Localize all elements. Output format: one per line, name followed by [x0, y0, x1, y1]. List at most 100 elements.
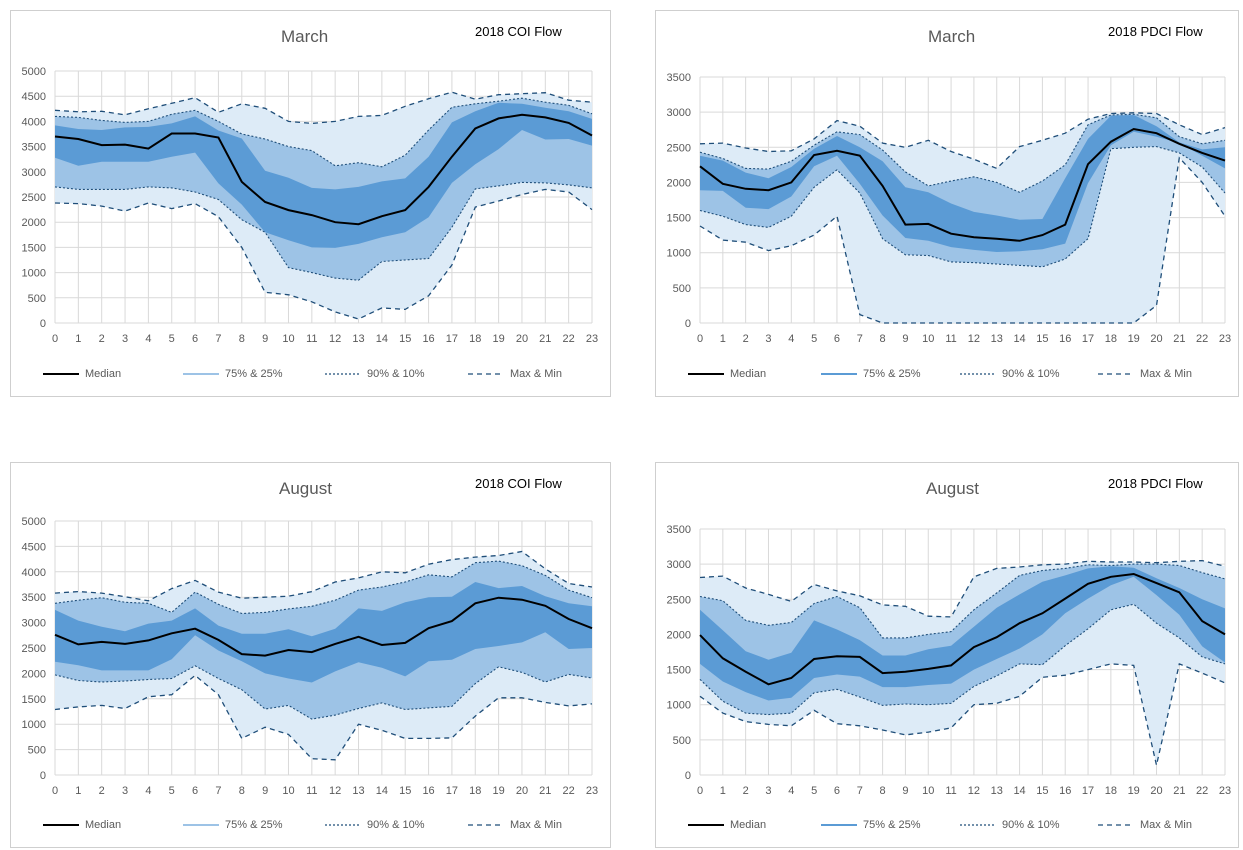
x-tick-label: 19 [1128, 785, 1140, 797]
y-tick-label: 0 [685, 318, 691, 330]
x-tick-label: 14 [376, 333, 388, 345]
x-tick-label: 6 [192, 333, 198, 345]
x-tick-label: 10 [282, 333, 294, 345]
y-tick-label: 3500 [667, 524, 691, 536]
y-tick-label: 2500 [22, 643, 46, 655]
x-tick-label: 15 [399, 785, 411, 797]
series-min-line [54, 674, 593, 761]
x-tick-label: 16 [422, 333, 434, 345]
y-tick-label: 3000 [667, 559, 691, 571]
x-tick-label: 2 [99, 333, 105, 345]
legend-deciles-label: 90% & 10% [367, 368, 425, 380]
y-tick-label: 500 [673, 283, 691, 295]
x-tick-label: 3 [765, 785, 771, 797]
x-tick-label: 15 [1036, 785, 1048, 797]
x-tick-label: 8 [239, 333, 245, 345]
chart-legend: Median 75% & 25% 90% & 10% Max & Min [11, 368, 610, 384]
legend-extremes-swatch [468, 373, 504, 375]
x-tick-label: 21 [539, 333, 551, 345]
x-tick-label: 10 [282, 785, 294, 797]
x-tick-label: 3 [122, 333, 128, 345]
y-tick-label: 2500 [22, 192, 46, 204]
x-tick-label: 19 [1128, 333, 1140, 345]
x-tick-label: 17 [446, 333, 458, 345]
x-tick-label: 14 [1013, 333, 1025, 345]
y-tick-label: 3500 [22, 592, 46, 604]
x-tick-label: 8 [239, 785, 245, 797]
x-tick-label: 2 [99, 785, 105, 797]
chart-subtitle: 2018 PDCI Flow [1108, 476, 1203, 491]
y-tick-label: 2000 [22, 217, 46, 229]
x-tick-label: 8 [880, 785, 886, 797]
x-tick-label: 14 [1013, 785, 1025, 797]
x-tick-label: 9 [902, 785, 908, 797]
legend-deciles-swatch [325, 824, 361, 826]
y-tick-label: 3000 [22, 618, 46, 630]
x-tick-label: 15 [1036, 333, 1048, 345]
x-tick-label: 6 [834, 333, 840, 345]
x-tick-label: 5 [811, 785, 817, 797]
series-min-line [699, 663, 1226, 766]
x-tick-label: 5 [169, 785, 175, 797]
x-tick-label: 10 [922, 333, 934, 345]
x-tick-label: 15 [399, 333, 411, 345]
y-tick-label: 1000 [22, 268, 46, 280]
x-tick-label: 7 [215, 785, 221, 797]
x-tick-label: 6 [192, 785, 198, 797]
x-tick-label: 4 [145, 785, 151, 797]
x-tick-label: 20 [516, 785, 528, 797]
legend-median-label: Median [730, 819, 767, 831]
x-tick-label: 12 [968, 785, 980, 797]
chart-plot: 0 500 1000 1500 2000 2500 3000 3500 4000 4500 5000… [22, 66, 599, 345]
x-tick-label: 7 [215, 333, 221, 345]
x-tick-label: 4 [788, 333, 794, 345]
series-10-line [54, 181, 593, 281]
legend-quartiles-swatch [183, 824, 219, 826]
series-90-line [699, 563, 1226, 639]
x-tick-label: 19 [492, 785, 504, 797]
x-tick-label: 21 [539, 785, 551, 797]
y-tick-label: 2500 [667, 142, 691, 154]
series-max-line [699, 559, 1226, 618]
x-tick-label: 3 [122, 785, 128, 797]
x-tick-label: 13 [991, 785, 1003, 797]
series-max-line [699, 112, 1226, 170]
y-tick-label: 1500 [22, 694, 46, 706]
x-tick-label: 9 [262, 333, 268, 345]
legend-deciles-label: 90% & 10% [1002, 819, 1060, 831]
x-tick-label: 11 [945, 785, 956, 797]
series-median-line [54, 113, 593, 226]
chart-subtitle: 2018 COI Flow [475, 476, 562, 491]
legend-median-swatch [43, 824, 79, 826]
x-tick-label: 20 [516, 333, 528, 345]
legend-quartiles-label: 75% & 25% [225, 368, 283, 380]
x-tick-label: 17 [446, 785, 458, 797]
x-tick-label: 6 [834, 785, 840, 797]
x-tick-label: 17 [1082, 785, 1094, 797]
series-90-line [54, 97, 593, 168]
x-tick-label: 21 [1173, 333, 1185, 345]
y-tick-label: 1500 [22, 242, 46, 254]
x-tick-label: 7 [857, 785, 863, 797]
y-tick-label: 2000 [22, 668, 46, 680]
series-10-line [699, 146, 1226, 268]
x-tick-label: 2 [743, 785, 749, 797]
legend-extremes-swatch [468, 824, 504, 826]
y-tick-label: 4000 [22, 116, 46, 128]
legend-quartiles-swatch [821, 824, 857, 826]
series-10-line [699, 603, 1226, 716]
chart-legend: Median 75% & 25% 90% & 10% Max & Min [11, 819, 610, 835]
chart-august-pdci: 0 500 1000 1500 2000 2500 3000 3500 0 1 2 3 4 5 6 7 8 9 10… [655, 462, 1239, 848]
x-tick-label: 16 [1059, 785, 1071, 797]
y-tick-label: 1000 [667, 248, 691, 260]
band-75-25 [55, 582, 592, 683]
legend-deciles-swatch [960, 824, 996, 826]
legend-extremes-swatch [1098, 824, 1134, 826]
series-max-line [54, 550, 593, 602]
x-tick-label: 11 [306, 785, 317, 797]
legend-deciles-swatch [960, 373, 996, 375]
x-tick-label: 1 [75, 785, 81, 797]
x-tick-label: 7 [857, 333, 863, 345]
x-tick-label: 9 [262, 785, 268, 797]
x-tick-label: 22 [1196, 333, 1208, 345]
